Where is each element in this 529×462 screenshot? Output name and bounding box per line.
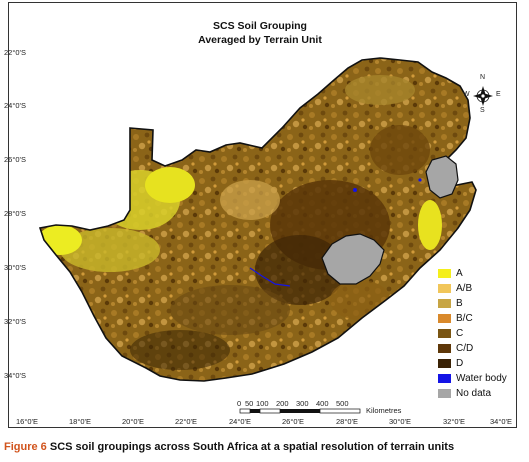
legend-item: Water body: [438, 373, 507, 384]
figure-caption: Figure 6 SCS soil groupings across South…: [4, 441, 454, 453]
scale-tick-label: 300: [296, 399, 309, 408]
compass-east-label: E: [496, 91, 501, 98]
legend-label: A/B: [456, 283, 473, 294]
legend-swatch: [438, 269, 451, 278]
longitude-label: 32°0'E: [443, 417, 465, 426]
longitude-label: 26°0'E: [282, 417, 304, 426]
scale-tick-label: 100: [256, 399, 269, 408]
latitude-label: 32°0'S: [4, 317, 26, 326]
compass-rose: [473, 86, 493, 106]
compass-south-label: S: [480, 107, 485, 114]
legend-swatch: [438, 344, 451, 353]
legend-swatch: [438, 329, 451, 338]
legend-label: B: [456, 298, 463, 309]
legend-label: B/C: [456, 313, 473, 324]
longitude-label: 20°0'E: [122, 417, 144, 426]
map-title: SCS Soil Grouping: [213, 20, 307, 32]
eswatini-no-data-region: [425, 155, 459, 199]
longitude-label: 34°0'E: [490, 417, 512, 426]
scale-tick-label: 400: [316, 399, 329, 408]
scale-tick-label: 200: [276, 399, 289, 408]
latitude-label: 26°0'S: [4, 155, 26, 164]
latitude-label: 30°0'S: [4, 263, 26, 272]
scale-tick-label: 50: [245, 399, 254, 408]
longitude-label: 30°0'E: [389, 417, 411, 426]
scale-tick-label: 0: [237, 399, 242, 408]
legend-swatch: [438, 389, 451, 398]
legend-label: D: [456, 358, 464, 369]
legend-swatch: [438, 299, 451, 308]
lesotho-no-data-region: [321, 233, 385, 285]
legend-label: C/D: [456, 343, 474, 354]
scale-tick-label: 500: [336, 399, 349, 408]
legend-label: A: [456, 268, 463, 279]
longitude-label: 18°0'E: [69, 417, 91, 426]
legend-item: B: [438, 298, 463, 309]
legend-label: Water body: [456, 373, 507, 384]
legend-label: C: [456, 328, 464, 339]
legend-swatch: [438, 359, 451, 368]
legend-item: D: [438, 358, 463, 369]
latitude-label: 24°0'S: [4, 101, 26, 110]
legend-swatch: [438, 314, 451, 323]
legend-swatch: [438, 284, 451, 293]
legend-swatch: [438, 374, 451, 383]
legend-item: No data: [438, 388, 491, 399]
compass-west-label: W: [463, 91, 470, 98]
scale-unit-label: Kilometres: [366, 406, 402, 415]
legend-item: B/C: [438, 313, 473, 324]
map-subtitle: Averaged by Terrain Unit: [198, 34, 322, 46]
figure-caption-label: Figure 6: [4, 441, 47, 453]
legend-label: No data: [456, 388, 492, 399]
longitude-label: 24°0'E: [229, 417, 251, 426]
latitude-label: 22°0'S: [4, 48, 26, 57]
latitude-label: 28°0'S: [4, 209, 26, 218]
longitude-label: 16°0'E: [16, 417, 38, 426]
legend-item: A: [438, 268, 463, 279]
figure-caption-text: SCS soil groupings across South Africa a…: [49, 441, 455, 453]
longitude-label: 28°0'E: [336, 417, 358, 426]
compass-north-label: N: [480, 74, 486, 81]
legend-item: C/D: [438, 343, 473, 354]
longitude-label: 22°0'E: [175, 417, 197, 426]
legend-item: C: [438, 328, 463, 339]
legend-item: A/B: [438, 283, 472, 294]
latitude-label: 34°0'S: [4, 371, 26, 380]
scale-bar: [239, 408, 361, 414]
